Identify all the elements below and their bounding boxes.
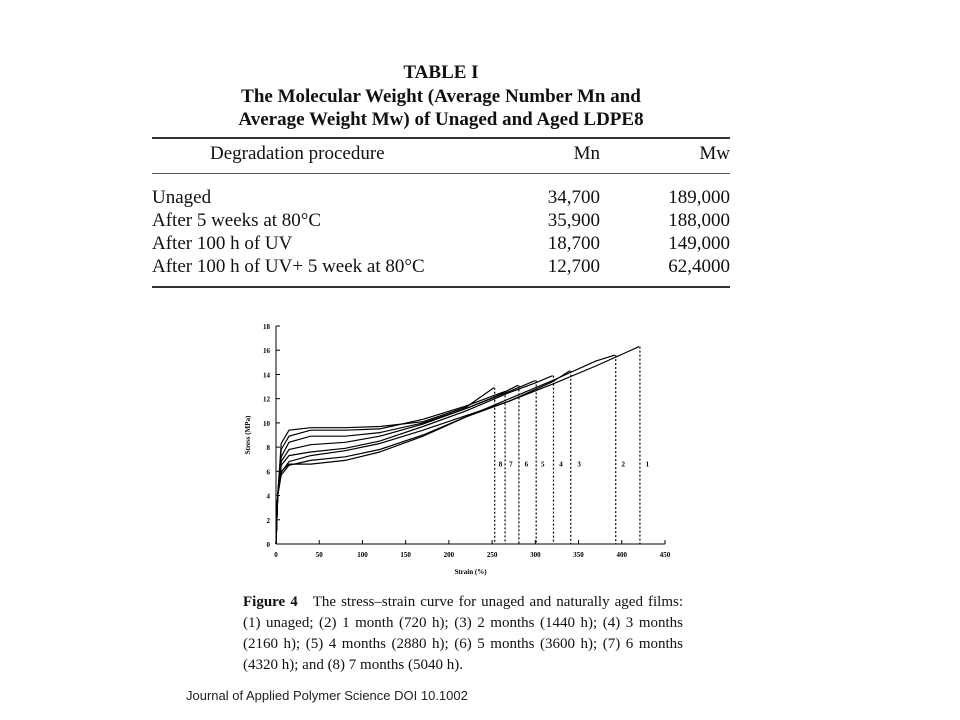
molecular-weight-table: TABLE I The Molecular Weight (Average Nu… [152, 60, 730, 288]
series-line-1 [275, 346, 640, 545]
table-row: After 100 h of UV+ 5 week at 80°C 12,700… [152, 255, 730, 278]
x-tick-label: 400 [617, 551, 628, 559]
figure-number: Figure 4 [243, 594, 298, 610]
table-bottom-rule [152, 286, 730, 288]
table-title: TABLE I [403, 62, 479, 83]
break-label: 8 [499, 460, 503, 468]
cell-procedure: Unaged [152, 187, 212, 208]
stress-strain-chart: 0 2 4 6 8 10 12 14 16 18 0 50 100 150 200 250 300 350 400 4… [240, 318, 680, 586]
y-tick-label: 16 [263, 347, 271, 355]
cell-mw: 62,4000 [668, 256, 730, 277]
header-mw: Mw [699, 143, 730, 164]
table-caption-line2: Average Weight Mw) of Unaged and Aged LD… [238, 109, 644, 130]
table-body: Unaged 34,700 189,000 After 5 weeks at 8… [152, 174, 730, 286]
break-label: 4 [559, 460, 563, 468]
y-tick-label: 18 [263, 323, 271, 331]
table-row: After 5 weeks at 80°C 35,900 188,000 [152, 209, 730, 232]
series-line-6 [275, 384, 519, 545]
x-tick-label: 450 [660, 551, 671, 559]
journal-footer: Journal of Applied Polymer Science DOI 1… [186, 688, 468, 703]
table-header-row: Degradation procedure Mn Mw [152, 139, 730, 173]
y-tick-label: 14 [263, 371, 271, 379]
cell-procedure: After 5 weeks at 80°C [152, 210, 322, 231]
y-tick-label: 4 [267, 493, 271, 501]
x-tick-label: 50 [316, 551, 324, 559]
table-row: After 100 h of UV 18,700 149,000 [152, 232, 730, 255]
break-label: 3 [577, 460, 581, 468]
break-label: 5 [541, 460, 545, 468]
cell-mw: 189,000 [668, 187, 730, 208]
series-line-2 [275, 354, 616, 545]
break-label: 2 [621, 460, 625, 468]
x-tick-label: 300 [530, 551, 541, 559]
cell-mw: 149,000 [668, 233, 730, 254]
series-line-3 [275, 370, 571, 545]
cell-procedure: After 100 h of UV+ 5 week at 80°C [152, 256, 425, 277]
table-top-rule [152, 137, 730, 139]
x-tick-label: 150 [400, 551, 411, 559]
y-tick-label: 0 [267, 541, 271, 549]
cell-mn: 35,900 [547, 210, 600, 231]
y-tick-label: 2 [267, 517, 271, 525]
header-mn: Mn [573, 143, 600, 164]
break-label: 7 [509, 460, 513, 468]
cell-procedure: After 100 h of UV [152, 233, 293, 254]
table-header-rule [152, 173, 730, 174]
x-tick-label: 0 [274, 551, 278, 559]
cell-mn: 34,700 [547, 187, 600, 208]
y-tick-label: 8 [267, 444, 271, 452]
x-tick-label: 350 [573, 551, 584, 559]
x-tick-label: 250 [487, 551, 498, 559]
x-axis-label: Strain (%) [454, 568, 487, 576]
x-tick-label: 200 [444, 551, 455, 559]
table-row: Unaged 34,700 189,000 [152, 186, 730, 209]
break-label: 1 [646, 460, 650, 468]
cell-mn: 18,700 [547, 233, 600, 254]
x-tick-label: 100 [357, 551, 368, 559]
series-line-8 [275, 387, 495, 545]
y-tick-label: 10 [263, 420, 271, 428]
cell-mw: 188,000 [668, 210, 730, 231]
figure-caption: Figure 4 The stress–strain curve for una… [243, 592, 683, 676]
cell-mn: 12,700 [547, 256, 600, 277]
header-degradation-procedure: Degradation procedure [210, 143, 385, 164]
table-caption-line1: The Molecular Weight (Average Number Mn … [241, 86, 641, 107]
break-label: 6 [525, 460, 529, 468]
y-tick-label: 12 [263, 396, 271, 404]
y-axis-label: Stress (MPa) [244, 415, 252, 454]
figure-caption-text: The stress–strain curve for unaged and n… [243, 594, 684, 673]
y-tick-label: 6 [267, 468, 271, 476]
